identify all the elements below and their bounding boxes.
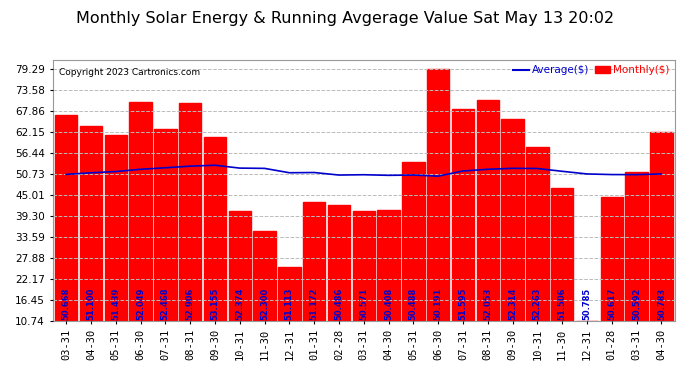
Bar	[600, 197, 623, 321]
Bar	[477, 100, 499, 321]
Bar	[402, 162, 424, 321]
Text: 50.592: 50.592	[632, 288, 641, 320]
Text: 52.300: 52.300	[260, 288, 269, 320]
Text: Monthly Solar Energy & Running Avgerage Value Sat May 13 20:02: Monthly Solar Energy & Running Avgerage …	[76, 11, 614, 26]
Bar	[130, 102, 152, 321]
Bar	[253, 231, 276, 321]
Text: 50.571: 50.571	[359, 288, 368, 320]
Bar	[204, 137, 226, 321]
Text: 52.374: 52.374	[235, 288, 244, 320]
Text: 52.049: 52.049	[136, 288, 145, 320]
Text: Copyright 2023 Cartronics.com: Copyright 2023 Cartronics.com	[59, 68, 200, 77]
Bar	[228, 211, 251, 321]
Bar	[551, 189, 573, 321]
Text: 52.314: 52.314	[508, 288, 517, 320]
Bar	[80, 126, 102, 321]
Bar	[502, 119, 524, 321]
Text: 51.113: 51.113	[285, 288, 294, 320]
Text: 52.906: 52.906	[186, 288, 195, 320]
Bar	[526, 147, 549, 321]
Text: 50.783: 50.783	[657, 288, 666, 320]
Text: 52.053: 52.053	[483, 288, 492, 320]
Bar	[278, 267, 301, 321]
Text: 51.100: 51.100	[86, 288, 95, 320]
Bar	[328, 205, 350, 321]
Text: 50.617: 50.617	[607, 288, 616, 320]
Bar	[55, 115, 77, 321]
Text: 50.668: 50.668	[61, 288, 70, 320]
Text: 51.172: 51.172	[310, 288, 319, 320]
Text: 50.191: 50.191	[433, 288, 443, 320]
Bar	[650, 132, 673, 321]
Bar	[154, 129, 177, 321]
Bar	[625, 172, 648, 321]
Bar	[377, 210, 400, 321]
Text: 50.488: 50.488	[409, 288, 418, 320]
Text: 50.486: 50.486	[335, 288, 344, 320]
Bar	[179, 103, 201, 321]
Legend: Average($), Monthly($): Average($), Monthly($)	[513, 65, 670, 75]
Text: 53.155: 53.155	[210, 288, 219, 320]
Text: 51.506: 51.506	[558, 288, 566, 320]
Text: 52.468: 52.468	[161, 288, 170, 320]
Text: 52.263: 52.263	[533, 288, 542, 320]
Bar	[452, 109, 474, 321]
Bar	[105, 135, 127, 321]
Bar	[353, 211, 375, 321]
Bar	[303, 201, 325, 321]
Bar	[427, 69, 449, 321]
Text: 51.595: 51.595	[458, 288, 467, 320]
Text: 50.408: 50.408	[384, 288, 393, 320]
Text: 50.785: 50.785	[582, 288, 591, 320]
Text: 51.439: 51.439	[111, 288, 120, 320]
